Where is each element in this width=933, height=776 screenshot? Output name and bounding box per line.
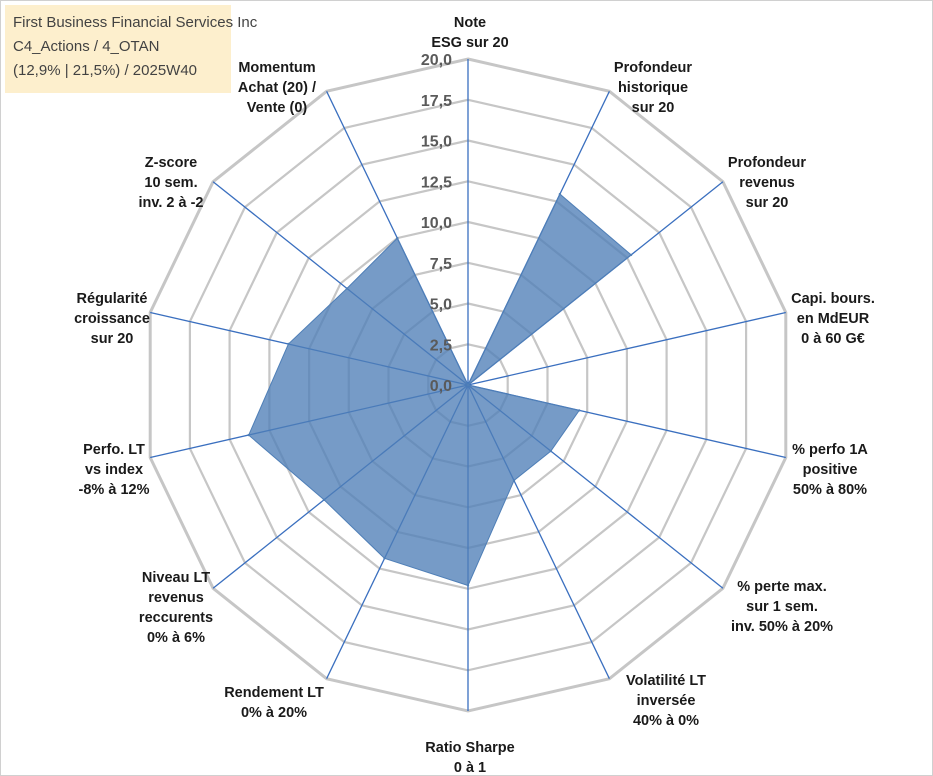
axis-label: Momentum Achat (20) / Vente (0) [238, 60, 316, 116]
axis-label-line: Momentum [238, 60, 315, 76]
data-point [629, 253, 633, 257]
axis-label: Z-score 10 sem. inv. 2 à -2 [138, 155, 203, 211]
axis-label-line: inversée [637, 693, 696, 709]
axis-label-line: 50% à 80% [793, 482, 867, 498]
tick-label: 20,0 [421, 52, 452, 69]
axis-label-line: sur 1 sem. [746, 599, 818, 615]
axis-label: Volatilité LT inversée 40% à 0% [626, 673, 706, 729]
axis-label-line: Perfo. LT [83, 442, 145, 458]
company-name: First Business Financial Services Inc [13, 14, 258, 31]
tick-label: 5,0 [430, 297, 452, 314]
axis-label: % perfo 1A positive 50% à 80% [792, 442, 868, 498]
axis-label-line: sur 20 [91, 331, 134, 347]
axis-label-line: positive [803, 462, 858, 478]
axis-label-line: croissance [74, 311, 150, 327]
axis-label-line: revenus [148, 590, 204, 606]
axis-label-line: % perfo 1A [792, 442, 868, 458]
axis-label-line: vs index [85, 462, 143, 478]
axis-label-line: inv. 2 à -2 [138, 195, 203, 211]
tick-label: 7,5 [430, 256, 452, 273]
data-point [466, 383, 470, 387]
data-point [578, 409, 581, 412]
axis-label-line: revenus [739, 175, 795, 191]
data-point [396, 236, 399, 240]
axis-label-line: 10 sem. [144, 175, 197, 191]
axis-label-line: Z-score [145, 155, 197, 171]
axis-label-line: reccurents [139, 610, 213, 626]
info-box: First Business Financial Services Inc C4… [5, 5, 258, 93]
axis-label: Profondeur revenus sur 20 [728, 155, 806, 211]
axis-label-line: Capi. bours. [791, 291, 875, 307]
category-labels: Note ESG sur 20 Profondeur historique sur 20… [74, 15, 875, 775]
axis-label: Niveau LT revenus reccurents 0% à 6% [139, 570, 213, 646]
axis-label-line: Rendement LT [224, 685, 324, 701]
data-point [512, 479, 516, 482]
data-point [287, 342, 290, 346]
data-point [549, 449, 552, 453]
axis-label: Capi. bours. en MdEUR 0 à 60 G€ [791, 291, 875, 347]
axis-label: % perte max. sur 1 sem. inv. 50% à 20% [731, 579, 833, 635]
axis-label-line: historique [618, 80, 688, 96]
axis-label-line: 0% à 6% [147, 630, 205, 646]
axis-label-line: 40% à 0% [633, 713, 699, 729]
tick-label: 12,5 [421, 174, 452, 191]
category-path: C4_Actions / 4_OTAN [13, 38, 160, 55]
axis-label-line: Profondeur [614, 60, 692, 76]
data-point [322, 498, 326, 501]
data-point [345, 287, 349, 290]
stats-period: (12,9% | 21,5%) / 2025W40 [13, 62, 197, 79]
axis-label: Rendement LT 0% à 20% [224, 685, 324, 721]
axis-label-line: Achat (20) / [238, 80, 316, 96]
axis-label-line: Ratio Sharpe [425, 740, 514, 756]
data-point [383, 557, 386, 560]
axis-label-line: Vente (0) [247, 100, 308, 116]
tick-label: 0,0 [430, 378, 452, 395]
tick-label: 17,5 [421, 93, 452, 110]
tick-label: 10,0 [421, 215, 452, 232]
axis-label-line: Note [454, 15, 486, 31]
data-point [466, 584, 470, 587]
axis-label-line: ESG sur 20 [431, 35, 508, 51]
axis-label-line: % perte max. [737, 579, 826, 595]
axis-label: Profondeur historique sur 20 [614, 60, 692, 116]
axis-label-line: Profondeur [728, 155, 806, 171]
data-point [247, 433, 250, 437]
tick-label: 2,5 [430, 337, 452, 354]
axis-label-line: 0% à 20% [241, 705, 307, 721]
axis-label: Perfo. LT vs index -8% à 12% [79, 442, 150, 498]
axis-label: Ratio Sharpe 0 à 1 [425, 740, 514, 775]
axis-label-line: en MdEUR [797, 311, 870, 327]
axis-label-line: -8% à 12% [79, 482, 150, 498]
tick-label: 15,0 [421, 134, 452, 151]
data-point [558, 192, 562, 196]
axis-label-line: 0 à 60 G€ [801, 331, 865, 347]
radar-series [247, 192, 633, 587]
radial-tick-labels: 0,0 2,5 5,0 7,5 10,0 12,5 15,0 17,5 20,0 [421, 52, 452, 395]
axis-label-line: sur 20 [632, 100, 675, 116]
axis-label-line: 0 à 1 [454, 760, 486, 775]
axis-label-line: Niveau LT [142, 570, 210, 586]
axis-label-line: Régularité [77, 291, 148, 307]
axis-label: Note ESG sur 20 [431, 15, 508, 51]
axis-label-line: sur 20 [746, 195, 789, 211]
axis-label-line: Volatilité LT [626, 673, 706, 689]
axis-label: Régularité croissance sur 20 [74, 291, 150, 347]
radar-spoke [467, 311, 786, 386]
axis-label-line: inv. 50% à 20% [731, 619, 833, 635]
